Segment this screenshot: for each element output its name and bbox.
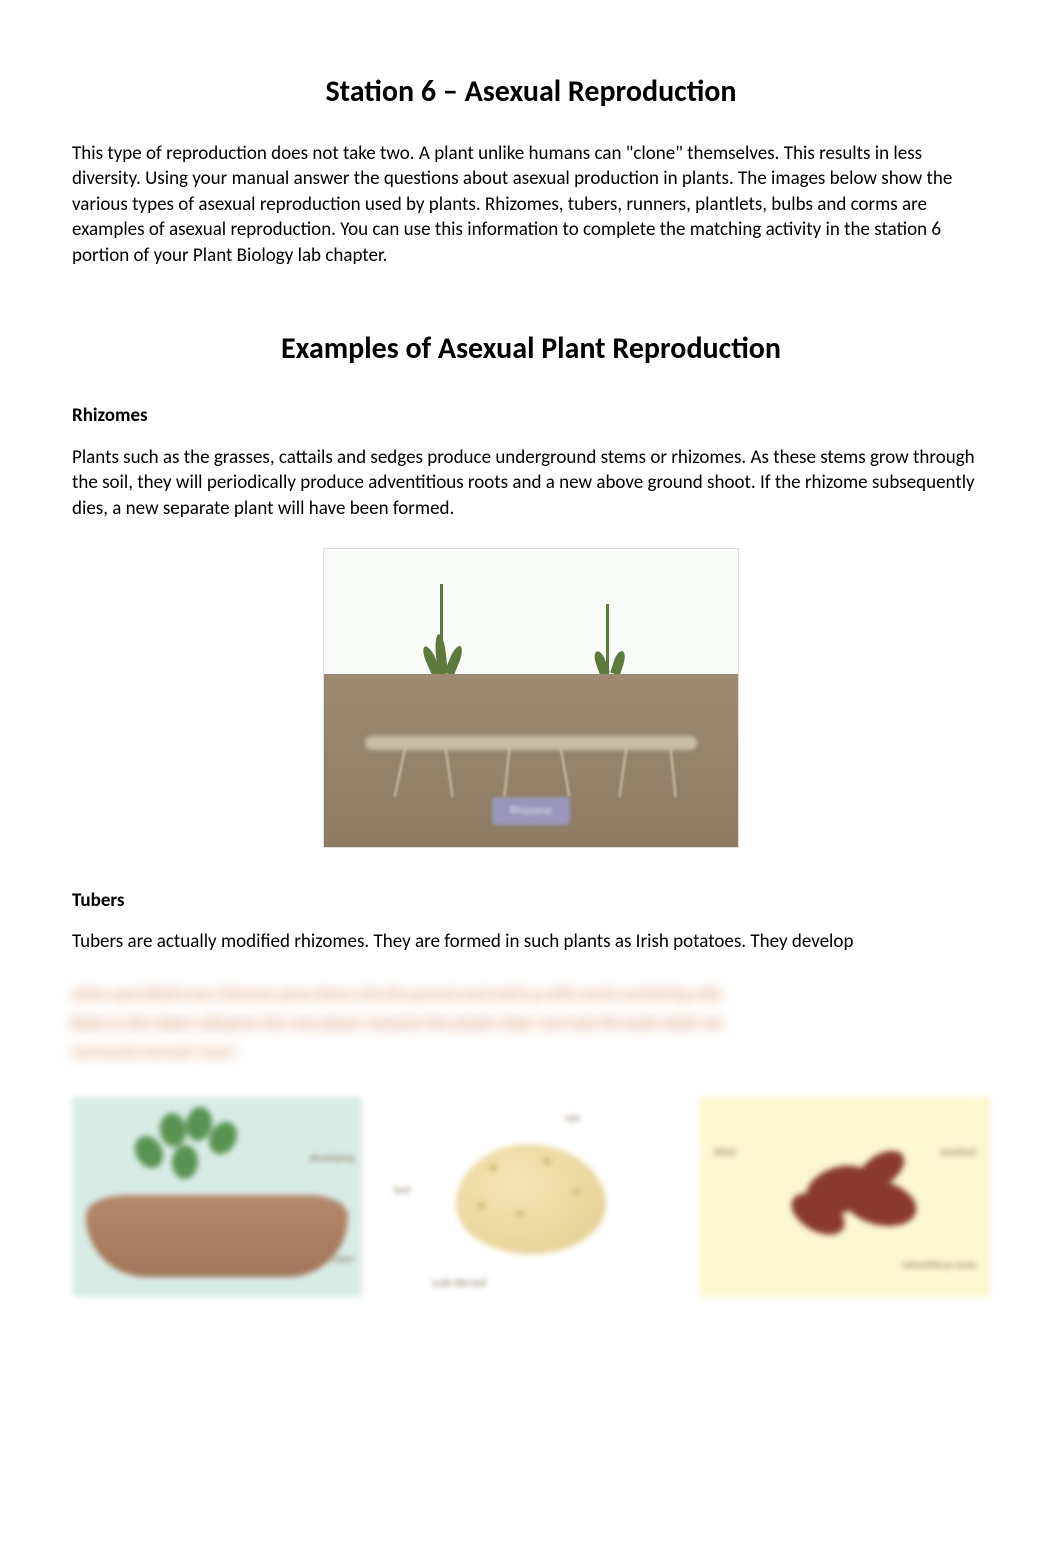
examples-subtitle: Examples of Asexual Plant Reproduction <box>72 329 990 370</box>
rhizomes-heading: Rhizomes <box>72 403 990 429</box>
tubers-heading: Tubers <box>72 888 990 914</box>
blurred-line-3: commonly termed "eyes". <box>72 1043 242 1062</box>
tuber-center-label-3: scale-like leaf <box>432 1276 486 1290</box>
tuber-image-center: bud eye scale-like leaf <box>386 1097 676 1297</box>
rhizome-diagram: Rhizome <box>323 548 739 848</box>
rhizome-label-pill: Rhizome <box>492 797 570 825</box>
rhizome-figure: Rhizome <box>72 548 990 848</box>
rhizome-stem-line <box>365 736 696 750</box>
rhizome-shoot-2 <box>606 604 609 674</box>
tuber-image-left: developing tuber <box>72 1097 362 1297</box>
rhizome-sky <box>324 549 738 674</box>
rhizome-soil: Rhizome <box>324 674 738 847</box>
rhizomes-body: Plants such as the grasses, cattails and… <box>72 445 990 522</box>
tuber-right-label-2: proximal <box>941 1145 976 1159</box>
tuber-image-right: distal proximal adventitious roots <box>700 1097 990 1297</box>
tuber-right-label-3: adventitious roots <box>902 1258 976 1272</box>
tubers-body-visible: Tubers are actually modified rhizomes. T… <box>72 929 990 955</box>
tuber-right-label-1: distal <box>714 1145 736 1159</box>
tuber-center-label-2: eye <box>566 1111 580 1125</box>
page-title: Station 6 – Asexual Reproduction <box>72 72 990 113</box>
tubers-body-blurred: when specialized new rhizomes grow down … <box>72 981 990 1067</box>
blurred-line-1: when specialized new rhizomes grow down … <box>72 985 721 1004</box>
tuber-left-label-1: developing <box>309 1151 354 1165</box>
intro-paragraph: This type of reproduction does not take … <box>72 141 990 269</box>
tuber-left-label-2: tuber <box>332 1252 354 1266</box>
rhizome-shoot-1 <box>440 584 443 674</box>
tuber-center-label-1: bud <box>394 1183 410 1197</box>
tuber-image-row: developing tuber bud eye scale-like leaf… <box>72 1097 990 1297</box>
blurred-line-2: Buds on the tubers will grow into new pl… <box>72 1014 724 1033</box>
